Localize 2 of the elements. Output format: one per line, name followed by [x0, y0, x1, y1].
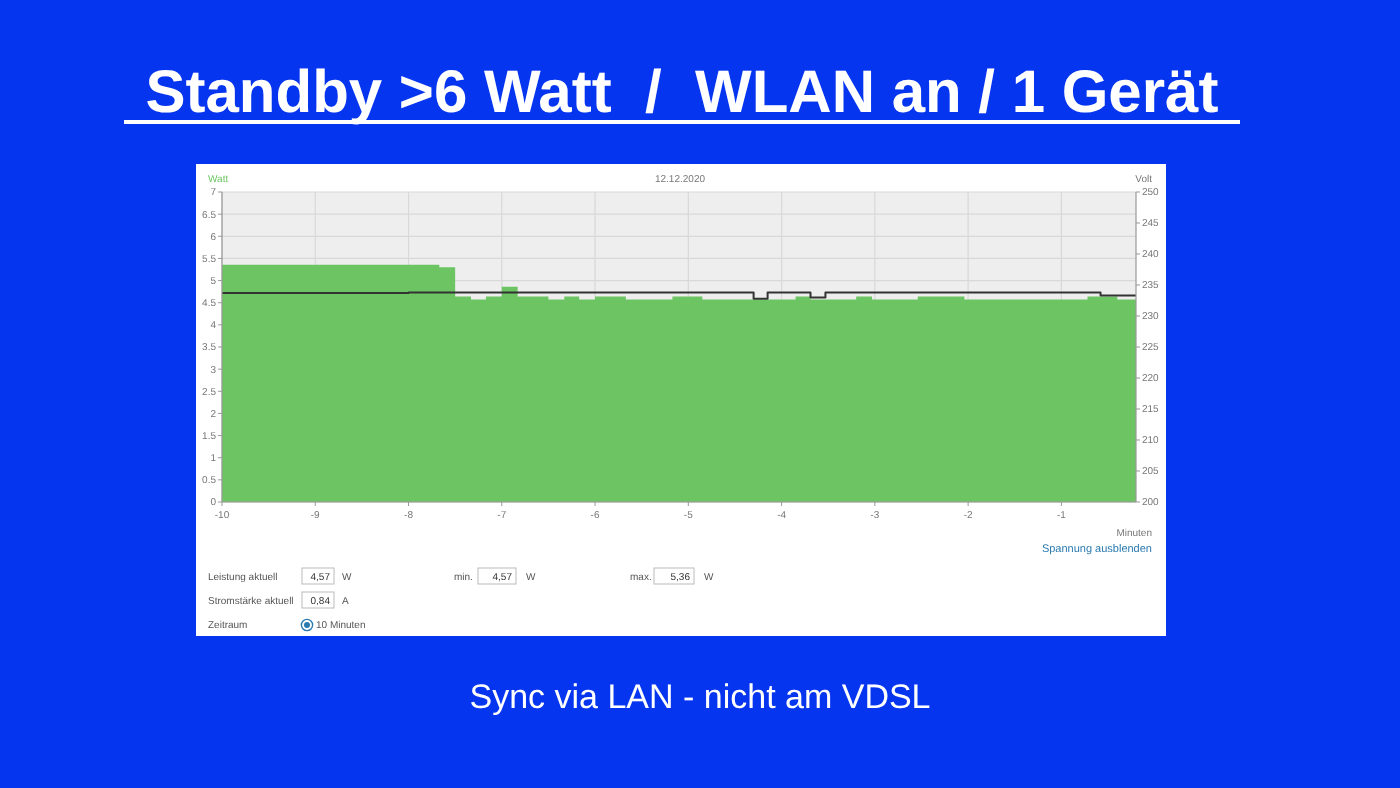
text: Sync via LAN - nicht am VDSL [469, 678, 931, 716]
chart-title: Standby >6 Watt / WLAN an / 1 Gerät [145, 60, 1219, 126]
